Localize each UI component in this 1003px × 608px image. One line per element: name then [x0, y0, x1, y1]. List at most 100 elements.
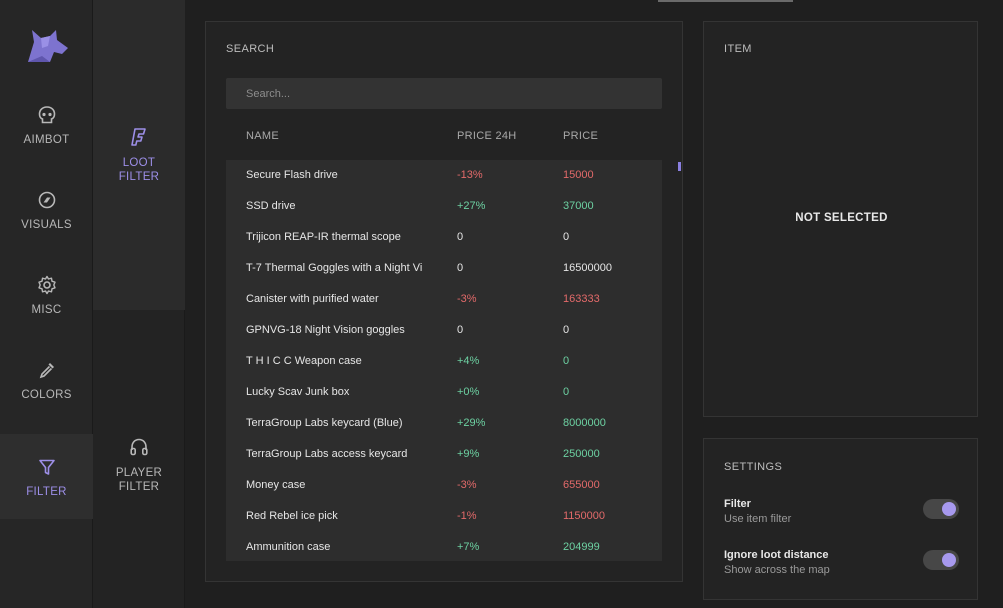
item-price: 655000	[563, 479, 600, 491]
nav-item-label: VISUALS	[21, 218, 72, 231]
subnav-label-line2: FILTER	[118, 171, 160, 183]
setting-ignore-loot-distance: Ignore loot distance Show across the map	[724, 549, 959, 579]
item-price-change: +29%	[457, 417, 486, 429]
item-price-change: +9%	[457, 448, 480, 460]
item-price-change: +4%	[457, 355, 480, 367]
table-scrollbar[interactable]	[678, 162, 681, 171]
item-price: 250000	[563, 448, 600, 460]
settings-panel: SETTINGS Filter Use item filter Ignore l…	[703, 438, 978, 600]
item-price-change: +27%	[457, 200, 486, 212]
filter-toggle[interactable]	[923, 499, 959, 519]
eye-icon	[38, 191, 55, 208]
toggle-knob	[942, 553, 956, 567]
item-name: Ammunition case	[246, 541, 331, 553]
nav-item-visuals[interactable]: VISUALS	[0, 167, 93, 252]
nav-item-filter[interactable]: FILTER	[0, 434, 93, 519]
item-price-change: +0%	[457, 386, 480, 398]
item-price: 8000000	[563, 417, 606, 429]
search-input[interactable]	[226, 78, 662, 109]
table-row[interactable]: Ammunition case +7% 204999	[226, 532, 662, 561]
item-name: GPNVG-18 Night Vision goggles	[246, 324, 405, 336]
subnav-label-line1: LOOT	[122, 157, 156, 169]
item-name: Canister with purified water	[246, 293, 379, 305]
item-name: Money case	[246, 479, 306, 491]
item-price: 16500000	[563, 262, 612, 274]
search-panel-title: SEARCH	[226, 43, 275, 55]
subnav-label-line1: PLAYER	[115, 467, 163, 479]
table-row[interactable]: Trijicon REAP-IR thermal scope 0 0	[226, 222, 662, 253]
column-header-name[interactable]: NAME	[246, 130, 279, 142]
nav-item-colors[interactable]: COLORS	[0, 337, 93, 422]
item-price-change: +7%	[457, 541, 480, 553]
subnav-label-line2: FILTER	[118, 481, 160, 493]
table-row[interactable]: TerraGroup Labs keycard (Blue) +29% 800000…	[226, 408, 662, 439]
filter-icon	[38, 459, 55, 475]
main-nav: AIMBOT VISUALS MISC COLORS FILTER	[0, 0, 93, 608]
item-price: 0	[563, 231, 570, 243]
table-row[interactable]: TerraGroup Labs access keycard +9% 250000	[226, 439, 662, 470]
item-price: 1150000	[563, 510, 606, 522]
search-panel: SEARCH NAME PRICE 24H PRICE Secure Flash…	[205, 21, 683, 582]
nav-item-label: COLORS	[21, 388, 72, 401]
setting-title: Ignore loot distance	[724, 549, 829, 561]
table-row[interactable]: SSD drive +27% 37000	[226, 191, 662, 222]
item-name: T H I C C Weapon case	[246, 355, 362, 367]
setting-title: Filter	[724, 498, 751, 510]
item-price: 0	[563, 386, 570, 398]
wolf-logo-icon	[28, 30, 68, 62]
item-name: TerraGroup Labs keycard (Blue)	[246, 417, 403, 429]
item-name: TerraGroup Labs access keycard	[246, 448, 408, 460]
nav-item-label: MISC	[31, 303, 62, 316]
setting-description: Use item filter	[724, 513, 792, 525]
item-name: Trijicon REAP-IR thermal scope	[246, 231, 401, 243]
nav-item-aimbot[interactable]: AIMBOT	[0, 82, 93, 167]
item-panel: ITEM NOT SELECTED	[703, 21, 978, 417]
column-header-price-24h[interactable]: PRICE 24H	[457, 130, 517, 142]
item-price: 204999	[563, 541, 600, 553]
item-price-change: -3%	[457, 293, 477, 305]
gear-icon	[37, 275, 56, 294]
nav-item-misc[interactable]: MISC	[0, 252, 93, 337]
item-price: 0	[563, 324, 570, 336]
top-accent-line	[658, 0, 793, 2]
headphones-icon	[130, 438, 148, 456]
item-name: SSD drive	[246, 200, 296, 212]
table-row[interactable]: T-7 Thermal Goggles with a Night Vi 0 1650…	[226, 253, 662, 284]
subnav-item-player-filter[interactable]: PLAYER FILTER	[93, 436, 185, 494]
skull-icon	[38, 105, 55, 123]
item-price-change: 0	[457, 324, 464, 336]
settings-panel-title: SETTINGS	[724, 461, 783, 473]
loot-icon	[131, 128, 146, 146]
table-row[interactable]: Lucky Scav Junk box +0% 0	[226, 377, 662, 408]
table-row[interactable]: Red Rebel ice pick -1% 1150000	[226, 501, 662, 532]
dropper-icon	[39, 362, 54, 378]
table-row[interactable]: T H I C C Weapon case +4% 0	[226, 346, 662, 377]
item-panel-title: ITEM	[724, 43, 752, 55]
nav-item-label: FILTER	[26, 485, 67, 498]
item-name: Red Rebel ice pick	[246, 510, 338, 522]
column-header-price[interactable]: PRICE	[563, 130, 599, 142]
table-row[interactable]: Canister with purified water -3% 163333	[226, 284, 662, 315]
item-price: 0	[563, 355, 570, 367]
toggle-knob	[942, 502, 956, 516]
sub-nav: LOOT FILTER PLAYER FILTER	[93, 0, 185, 608]
item-price: 15000	[563, 169, 594, 181]
item-empty-state: NOT SELECTED	[795, 212, 888, 224]
item-price-change: -1%	[457, 510, 477, 522]
item-price-change: 0	[457, 231, 464, 243]
item-name: Lucky Scav Junk box	[246, 386, 350, 398]
item-price-change: 0	[457, 262, 464, 274]
table-row[interactable]: Secure Flash drive -13% 15000	[226, 160, 662, 191]
nav-item-label: AIMBOT	[23, 133, 70, 146]
subnav-item-loot-filter[interactable]: LOOT FILTER	[93, 0, 185, 310]
item-name: Secure Flash drive	[246, 169, 338, 181]
ignore-loot-distance-toggle[interactable]	[923, 550, 959, 570]
item-price-change: -3%	[457, 479, 477, 491]
setting-description: Show across the map	[724, 564, 830, 576]
item-name: T-7 Thermal Goggles with a Night Vi	[246, 262, 423, 274]
table-row[interactable]: Money case -3% 655000	[226, 470, 662, 501]
item-table[interactable]: Secure Flash drive -13% 15000 SSD drive +27%…	[226, 160, 662, 561]
item-price-change: -13%	[457, 169, 483, 181]
table-row[interactable]: GPNVG-18 Night Vision goggles 0 0	[226, 315, 662, 346]
item-price: 37000	[563, 200, 594, 212]
